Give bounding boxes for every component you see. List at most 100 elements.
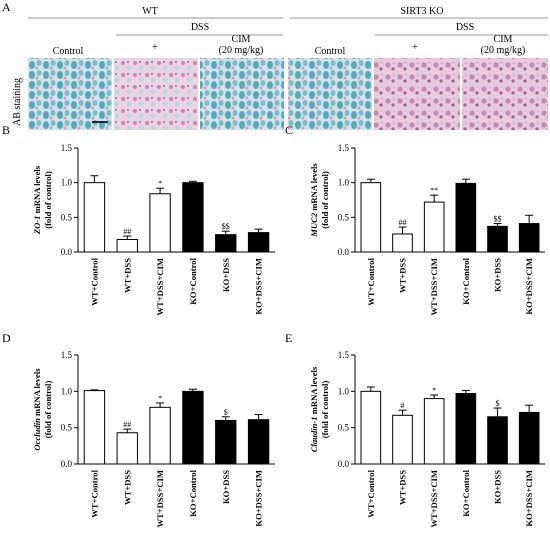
significance-mark: * — [158, 179, 162, 188]
ko-group-label: SIRT3 KO — [400, 6, 443, 17]
y-axis-label-line2: (fold of control) — [43, 381, 53, 439]
micrograph-ko-cim — [462, 58, 548, 130]
x-tick-label: KO+DSS — [493, 470, 503, 504]
x-tick-label: WT+Control — [366, 257, 376, 305]
significance-mark: ## — [123, 420, 131, 429]
y-tick-label: 1.5 — [61, 350, 73, 360]
x-tick-label: WT+Control — [366, 469, 376, 517]
ko-dss-label: DSS — [456, 22, 474, 33]
x-tick-label: KO+DSS+CIM — [254, 470, 264, 527]
x-tick-label: KO+DSS+CIM — [254, 258, 264, 315]
significance-mark: ## — [399, 218, 407, 227]
x-tick-label: WT+DSS+CIM — [155, 258, 165, 316]
x-tick-label: WT+DSS+CIM — [155, 470, 165, 528]
y-tick-label: 0.0 — [61, 459, 73, 469]
bar-chart-e: E 0.0 0.5 1.0 1.5 Claudin-1 mRNA levels (fold … — [285, 331, 545, 528]
x-tick-label: KO+DSS — [221, 258, 231, 292]
y-axis-label-line2: (fold of control) — [320, 381, 330, 439]
y-tick-label: 0.5 — [338, 423, 350, 433]
col-label-wt-control: Control — [53, 46, 84, 57]
significance-mark: $$ — [222, 222, 230, 231]
x-tick-label: KO+Control — [461, 469, 471, 516]
bar — [518, 411, 540, 465]
bar — [116, 239, 138, 253]
bar — [455, 182, 477, 253]
significance-mark: $ — [224, 408, 228, 417]
micrograph-wt-control — [28, 58, 112, 130]
bar — [423, 398, 445, 465]
y-axis-label: MUC2 mRNA levels — [309, 163, 319, 238]
bar — [215, 234, 237, 253]
bar — [423, 201, 445, 253]
micrograph-wt-cim — [200, 58, 284, 130]
micrograph-ko-control — [288, 58, 372, 130]
wt-dss-label: DSS — [191, 22, 209, 33]
y-tick-label: 0.5 — [338, 212, 350, 222]
bar — [392, 414, 413, 465]
bar-chart-d: D 0.0 0.5 1.0 1.5 Occludin mRNA levels (fold o… — [2, 331, 275, 528]
col-label-ko-control: Control — [315, 46, 346, 57]
panel-a-letter: A — [2, 0, 11, 14]
bar — [360, 390, 382, 465]
y-tick-label: 1.0 — [338, 178, 350, 188]
panel-letter: E — [285, 331, 292, 345]
bar-chart-panels: B0.00.51.01.5ZO-1 mRNA levels (fold of co… — [2, 123, 545, 528]
panel-letter: C — [285, 123, 293, 137]
significance-mark: $$ — [494, 215, 502, 224]
bar — [247, 232, 270, 253]
x-tick-label: WT+Control — [89, 257, 99, 305]
significance-mark: ## — [123, 227, 131, 236]
bar — [149, 406, 171, 465]
bar — [182, 182, 204, 253]
y-tick-label: 0.0 — [338, 247, 350, 257]
x-tick-label: WT+DSS — [398, 470, 408, 505]
y-axis-label: ZO-1 mRNA levels — [32, 165, 42, 235]
x-tick-label: KO+DSS+CIM — [524, 258, 534, 315]
x-tick-label: WT+DSS — [122, 470, 132, 505]
y-tick-label: 0.5 — [61, 212, 73, 222]
bar — [83, 390, 106, 465]
x-tick-label: KO+Control — [188, 469, 198, 516]
x-tick-label: KO+DSS — [221, 470, 231, 504]
x-tick-label: WT+Control — [89, 469, 99, 517]
bar — [392, 233, 413, 253]
bar — [487, 225, 508, 253]
col-label-wt-cim: CIM (20 mg/kg) — [219, 34, 264, 56]
x-tick-label: KO+Control — [188, 257, 198, 304]
panel-letter: B — [2, 123, 10, 137]
bar — [116, 432, 138, 465]
y-tick-label: 0.0 — [61, 247, 73, 257]
bar — [83, 182, 106, 253]
y-axis-label: Claudin-1 mRNA levels — [309, 366, 319, 452]
x-tick-label: WT+DSS — [122, 258, 132, 293]
x-tick-label: WT+DSS — [398, 258, 408, 293]
significance-mark: $ — [496, 399, 500, 408]
micrograph-wt-dss — [114, 58, 198, 130]
y-tick-label: 1.5 — [61, 143, 73, 153]
micrograph-ko-dss — [374, 58, 460, 130]
y-axis-label-line2: (fold of control) — [43, 171, 53, 229]
bar-chart-c: C 0.0 0.5 1.0 1.5 MUC2 mRNA levels (fold of co… — [285, 123, 545, 316]
bar — [215, 419, 237, 465]
significance-mark: * — [432, 386, 436, 395]
y-tick-label: 0.5 — [61, 423, 73, 433]
x-tick-label: KO+DSS+CIM — [524, 470, 534, 527]
y-tick-label: 1.0 — [338, 386, 350, 396]
y-tick-label: 1.0 — [61, 386, 73, 396]
wt-group-label: WT — [142, 6, 158, 17]
y-tick-label: 1.5 — [338, 350, 350, 360]
bar-chart-b: B 0.0 0.5 1.0 1.5 ZO-1 mRNA levels (fold of co… — [2, 123, 275, 316]
bar — [149, 193, 171, 253]
significance-mark: ** — [430, 186, 438, 195]
y-axis-label-line2: (fold of control) — [320, 171, 330, 229]
col-label-ko-dss: + — [412, 42, 418, 53]
x-tick-label: WT+DSS+CIM — [429, 470, 439, 528]
x-tick-label: WT+DSS+CIM — [429, 258, 439, 316]
bar — [455, 393, 477, 465]
bar — [182, 390, 204, 465]
y-axis-label: Occludin mRNA levels — [32, 368, 42, 451]
x-tick-label: KO+DSS — [493, 258, 503, 292]
panel-letter: D — [2, 331, 11, 345]
bar — [487, 416, 508, 465]
